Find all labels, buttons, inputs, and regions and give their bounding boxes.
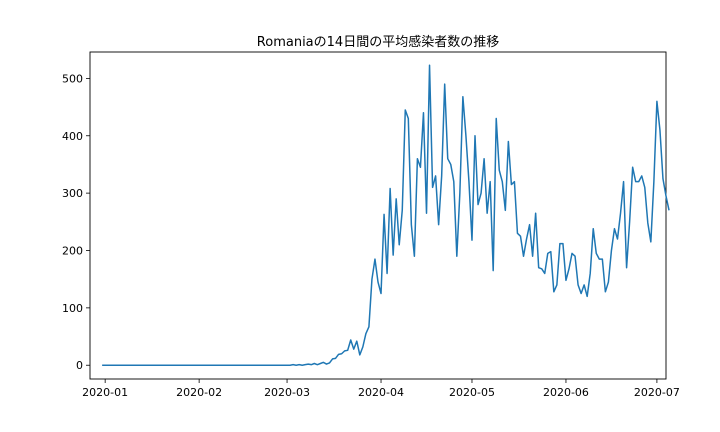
series-line [102,64,670,366]
x-tick-label: 2020-06 [543,386,589,399]
x-tick-label: 2020-02 [176,386,222,399]
x-tick-label: 2020-01 [82,386,128,399]
y-tick-label: 100 [62,302,83,315]
plot-frame [89,51,667,380]
y-tick-label: 400 [62,130,83,143]
y-tick-label: 500 [62,72,83,85]
y-tick-label: 200 [62,244,83,257]
y-tick-label: 300 [62,187,83,200]
chart-title: Romaniaの14日間の平均感染者数の推移 [257,34,499,50]
x-axis: 2020-01 2020-02 2020-03 2020-04 2020-05 2020-… [82,379,680,399]
x-tick-label: 2020-03 [264,386,310,399]
x-tick-label: 2020-04 [358,386,404,399]
x-tick-label: 2020-05 [449,386,495,399]
y-tick-label: 0 [76,359,83,372]
x-tick-label: 2020-07 [634,386,680,399]
y-axis: 0 100 200 300 400 500 [62,72,90,372]
